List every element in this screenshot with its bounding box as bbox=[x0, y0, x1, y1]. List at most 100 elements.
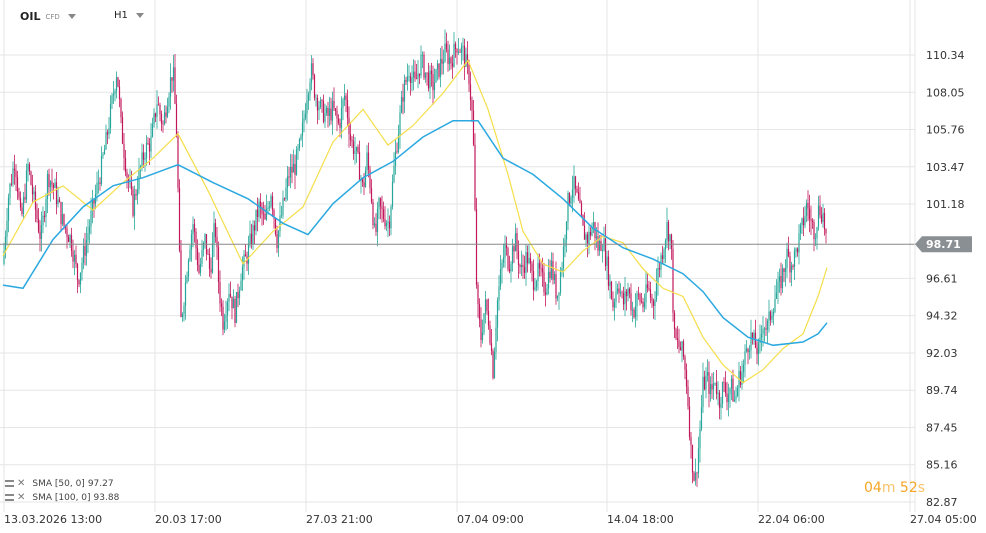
candle-body bbox=[576, 188, 578, 193]
candle-body bbox=[324, 113, 326, 122]
candle-body bbox=[763, 328, 766, 330]
candle-body bbox=[504, 243, 506, 258]
candle-body bbox=[379, 198, 382, 207]
candle-body bbox=[796, 248, 799, 253]
candle-body bbox=[178, 187, 181, 251]
candle-body bbox=[813, 222, 815, 240]
candle-body bbox=[172, 67, 175, 81]
candle-body bbox=[657, 267, 659, 283]
candle-body bbox=[652, 300, 655, 306]
candle-body bbox=[633, 309, 635, 318]
candle-body bbox=[322, 100, 325, 122]
candle-body bbox=[297, 148, 299, 150]
candle-body bbox=[372, 201, 374, 226]
candle-body bbox=[438, 63, 440, 78]
candle-body bbox=[538, 263, 541, 269]
candle-body bbox=[513, 246, 515, 252]
candle-body bbox=[36, 209, 38, 219]
price-tick-label: 108.05 bbox=[926, 86, 965, 99]
candle-body bbox=[541, 268, 544, 273]
candle-body bbox=[702, 376, 704, 408]
last-price-tag-bg bbox=[915, 236, 972, 253]
timer-minutes: 04 bbox=[864, 480, 882, 496]
candle-body bbox=[711, 384, 713, 390]
candle-body bbox=[400, 97, 403, 113]
candle-body bbox=[537, 263, 539, 282]
remove-indicator-icon[interactable]: ✕ bbox=[17, 492, 26, 503]
candle-body bbox=[321, 100, 323, 101]
candle-body bbox=[661, 255, 664, 259]
candle-body bbox=[471, 100, 473, 111]
candle-body bbox=[477, 284, 479, 305]
candle-body bbox=[108, 128, 110, 135]
candle-body bbox=[564, 239, 566, 247]
sma-50-line bbox=[2, 59, 828, 384]
candle-body bbox=[61, 214, 64, 224]
timeframe-selector[interactable]: H1 bbox=[114, 10, 144, 21]
candle-body bbox=[450, 57, 452, 64]
last-price-tag: 98.71 bbox=[915, 236, 972, 253]
candle-body bbox=[73, 254, 76, 262]
candle-body bbox=[154, 113, 157, 117]
candle-body bbox=[352, 141, 355, 154]
candle-body bbox=[396, 151, 398, 153]
candle-body bbox=[502, 257, 505, 263]
time-axis: 13.03.2026 13:00 20.03 17:00 27.03 21:00 07… bbox=[4, 513, 977, 526]
candle-body bbox=[823, 212, 826, 230]
symbol-dropdown-chevron-icon[interactable] bbox=[67, 14, 76, 19]
candle-body bbox=[622, 293, 625, 305]
candle-body bbox=[270, 196, 272, 207]
candle-body bbox=[718, 392, 721, 408]
candle-body bbox=[85, 240, 88, 256]
candle-body bbox=[531, 263, 533, 271]
candle-body bbox=[52, 184, 55, 188]
candle-body bbox=[489, 325, 491, 344]
candle-body bbox=[552, 260, 554, 280]
candle-body bbox=[795, 248, 797, 251]
candle-body bbox=[87, 233, 89, 241]
candle-body bbox=[420, 54, 422, 76]
price-tick-label: 96.61 bbox=[926, 272, 958, 285]
candle-body bbox=[693, 472, 695, 481]
candle-body bbox=[423, 54, 425, 78]
candle-body bbox=[418, 73, 421, 76]
candle-body bbox=[666, 222, 668, 241]
candle-body bbox=[169, 77, 172, 97]
candle-body bbox=[474, 144, 476, 210]
candle-body bbox=[183, 305, 185, 315]
candle-body bbox=[361, 179, 364, 183]
candle-body bbox=[682, 341, 685, 357]
candle-body bbox=[111, 95, 113, 104]
candle-body bbox=[15, 170, 17, 178]
candle-body bbox=[81, 262, 83, 273]
candle-body bbox=[493, 351, 496, 379]
indicator-settings-icon[interactable] bbox=[5, 480, 14, 487]
sma-100-line bbox=[2, 119, 828, 347]
candle-body bbox=[339, 122, 341, 128]
candle-body bbox=[618, 288, 620, 294]
candle-body bbox=[387, 221, 389, 224]
indicator-settings-icon[interactable] bbox=[5, 494, 14, 501]
remove-indicator-icon[interactable]: ✕ bbox=[17, 478, 26, 489]
candle-body bbox=[409, 76, 412, 83]
candle-body bbox=[699, 428, 701, 449]
symbol-selector[interactable]: OIL CFD bbox=[20, 10, 76, 23]
price-tick-label: 103.47 bbox=[926, 161, 965, 174]
candle-body bbox=[216, 237, 218, 248]
candle-body bbox=[22, 197, 25, 215]
candle-body bbox=[612, 298, 614, 308]
time-tick-label: 27.03 21:00 bbox=[306, 513, 373, 526]
timeframe-dropdown-chevron-icon[interactable] bbox=[135, 13, 144, 18]
candle-body bbox=[82, 246, 85, 263]
candle-body bbox=[634, 306, 637, 318]
candle-body bbox=[193, 224, 196, 232]
candle-body bbox=[280, 215, 283, 217]
price-tick-label: 101.18 bbox=[926, 198, 965, 211]
candle-body bbox=[640, 301, 643, 303]
candle-body bbox=[447, 49, 449, 64]
candle-body bbox=[577, 192, 580, 200]
candle-body bbox=[487, 310, 490, 326]
candle-body bbox=[133, 194, 136, 216]
last-price-label: 98.71 bbox=[926, 238, 961, 251]
